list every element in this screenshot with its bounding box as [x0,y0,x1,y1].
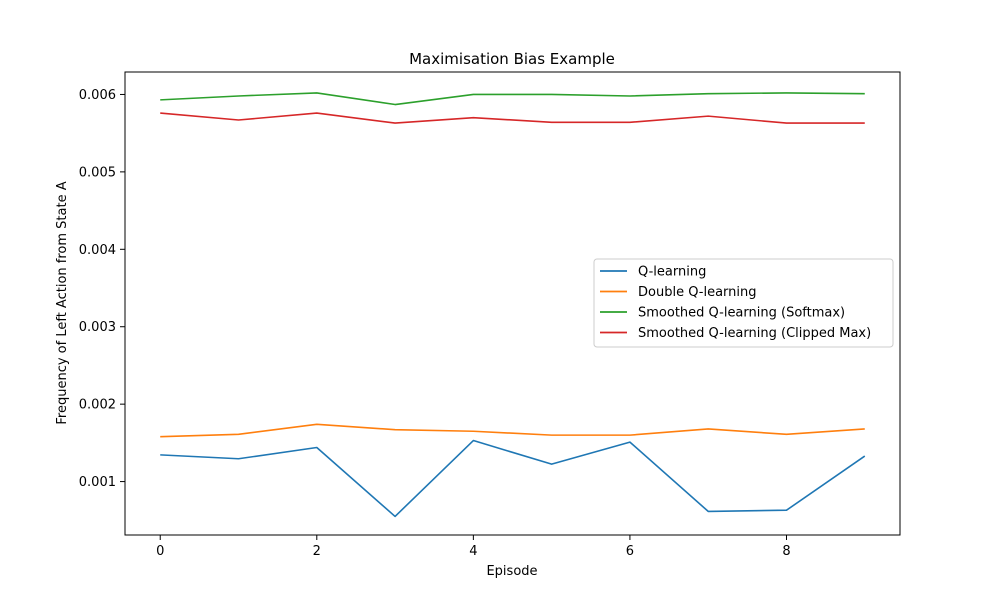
y-tick-label: 0.005 [79,165,116,180]
plot-frame [124,71,901,536]
legend-label-2: Smoothed Q-learning (Softmax) [638,306,845,321]
y-tick-label: 0.006 [79,88,116,103]
legend-label-0: Q-learning [638,265,706,280]
y-tick-label: 0.003 [79,320,116,335]
x-tick-label: 4 [469,544,477,559]
y-axis: 0.001 0.002 0.003 0.004 0.005 0.006 [79,88,125,490]
plot-area [124,71,901,536]
x-axis: 0 2 4 6 8 [156,535,791,559]
x-tick-label: 0 [156,544,164,559]
y-axis-title: Frequency of Left Action from State A [55,181,70,424]
legend-label-1: Double Q-learning [638,285,757,300]
y-tick-label: 0.001 [79,475,116,490]
series-line-3 [160,112,865,124]
y-tick-label: 0.002 [79,398,116,413]
series-line-1 [160,423,865,438]
legend: Q-learning Double Q-learning Smoothed Q-le… [593,258,894,348]
y-tick-label: 0.004 [79,243,116,258]
x-axis-title: Episode [486,564,537,579]
series-line-0 [160,439,866,518]
legend-box [593,258,894,348]
legend-label-3: Smoothed Q-learning (Clipped Max) [638,326,871,341]
x-tick-label: 6 [626,544,634,559]
series-line-2 [160,92,865,106]
x-tick-label: 2 [313,544,321,559]
x-tick-label: 8 [782,544,790,559]
chart-title: Maximisation Bias Example [409,50,615,68]
